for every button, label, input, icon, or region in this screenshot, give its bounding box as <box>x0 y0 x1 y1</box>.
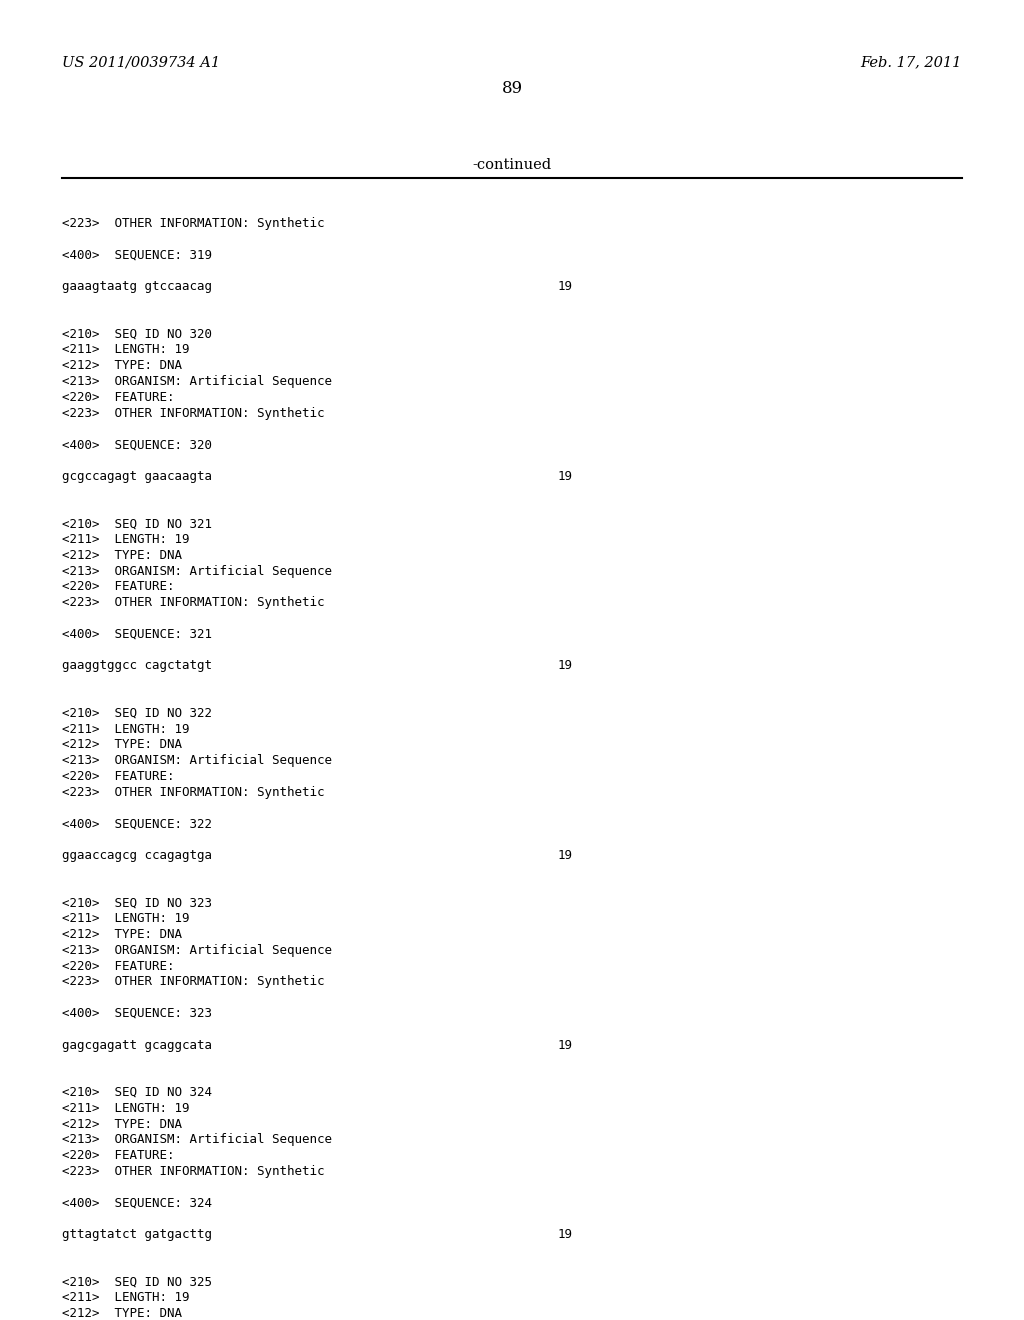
Text: <220>  FEATURE:: <220> FEATURE: <box>62 960 174 973</box>
Text: <213>  ORGANISM: Artificial Sequence: <213> ORGANISM: Artificial Sequence <box>62 375 332 388</box>
Text: <211>  LENGTH: 19: <211> LENGTH: 19 <box>62 343 189 356</box>
Text: <223>  OTHER INFORMATION: Synthetic: <223> OTHER INFORMATION: Synthetic <box>62 785 325 799</box>
Text: <400>  SEQUENCE: 323: <400> SEQUENCE: 323 <box>62 1007 212 1020</box>
Text: 89: 89 <box>502 81 522 96</box>
Text: 19: 19 <box>558 280 573 293</box>
Text: <220>  FEATURE:: <220> FEATURE: <box>62 391 174 404</box>
Text: <211>  LENGTH: 19: <211> LENGTH: 19 <box>62 533 189 546</box>
Text: <220>  FEATURE:: <220> FEATURE: <box>62 770 174 783</box>
Text: -continued: -continued <box>472 158 552 172</box>
Text: <223>  OTHER INFORMATION: Synthetic: <223> OTHER INFORMATION: Synthetic <box>62 216 325 230</box>
Text: gaaggtggcc cagctatgt: gaaggtggcc cagctatgt <box>62 660 212 672</box>
Text: <213>  ORGANISM: Artificial Sequence: <213> ORGANISM: Artificial Sequence <box>62 754 332 767</box>
Text: 19: 19 <box>558 1039 573 1052</box>
Text: <213>  ORGANISM: Artificial Sequence: <213> ORGANISM: Artificial Sequence <box>62 1134 332 1146</box>
Text: <210>  SEQ ID NO 320: <210> SEQ ID NO 320 <box>62 327 212 341</box>
Text: <213>  ORGANISM: Artificial Sequence: <213> ORGANISM: Artificial Sequence <box>62 944 332 957</box>
Text: <400>  SEQUENCE: 321: <400> SEQUENCE: 321 <box>62 628 212 640</box>
Text: <211>  LENGTH: 19: <211> LENGTH: 19 <box>62 912 189 925</box>
Text: <211>  LENGTH: 19: <211> LENGTH: 19 <box>62 1291 189 1304</box>
Text: 19: 19 <box>558 1228 573 1241</box>
Text: <220>  FEATURE:: <220> FEATURE: <box>62 581 174 594</box>
Text: gagcgagatt gcaggcata: gagcgagatt gcaggcata <box>62 1039 212 1052</box>
Text: 19: 19 <box>558 470 573 483</box>
Text: <212>  TYPE: DNA: <212> TYPE: DNA <box>62 928 182 941</box>
Text: 19: 19 <box>558 660 573 672</box>
Text: ggaaccagcg ccagagtga: ggaaccagcg ccagagtga <box>62 849 212 862</box>
Text: <220>  FEATURE:: <220> FEATURE: <box>62 1150 174 1162</box>
Text: <211>  LENGTH: 19: <211> LENGTH: 19 <box>62 722 189 735</box>
Text: gaaagtaatg gtccaacag: gaaagtaatg gtccaacag <box>62 280 212 293</box>
Text: <400>  SEQUENCE: 322: <400> SEQUENCE: 322 <box>62 817 212 830</box>
Text: <211>  LENGTH: 19: <211> LENGTH: 19 <box>62 1102 189 1115</box>
Text: <223>  OTHER INFORMATION: Synthetic: <223> OTHER INFORMATION: Synthetic <box>62 975 325 989</box>
Text: <223>  OTHER INFORMATION: Synthetic: <223> OTHER INFORMATION: Synthetic <box>62 1166 325 1177</box>
Text: <400>  SEQUENCE: 324: <400> SEQUENCE: 324 <box>62 1197 212 1209</box>
Text: <212>  TYPE: DNA: <212> TYPE: DNA <box>62 738 182 751</box>
Text: <212>  TYPE: DNA: <212> TYPE: DNA <box>62 549 182 562</box>
Text: <210>  SEQ ID NO 323: <210> SEQ ID NO 323 <box>62 896 212 909</box>
Text: Feb. 17, 2011: Feb. 17, 2011 <box>860 55 962 69</box>
Text: <223>  OTHER INFORMATION: Synthetic: <223> OTHER INFORMATION: Synthetic <box>62 407 325 420</box>
Text: <213>  ORGANISM: Artificial Sequence: <213> ORGANISM: Artificial Sequence <box>62 565 332 578</box>
Text: <223>  OTHER INFORMATION: Synthetic: <223> OTHER INFORMATION: Synthetic <box>62 597 325 610</box>
Text: <212>  TYPE: DNA: <212> TYPE: DNA <box>62 1307 182 1320</box>
Text: <210>  SEQ ID NO 325: <210> SEQ ID NO 325 <box>62 1275 212 1288</box>
Text: <400>  SEQUENCE: 319: <400> SEQUENCE: 319 <box>62 248 212 261</box>
Text: US 2011/0039734 A1: US 2011/0039734 A1 <box>62 55 220 69</box>
Text: <400>  SEQUENCE: 320: <400> SEQUENCE: 320 <box>62 438 212 451</box>
Text: <210>  SEQ ID NO 324: <210> SEQ ID NO 324 <box>62 1086 212 1100</box>
Text: 19: 19 <box>558 849 573 862</box>
Text: gcgccagagt gaacaagta: gcgccagagt gaacaagta <box>62 470 212 483</box>
Text: <210>  SEQ ID NO 322: <210> SEQ ID NO 322 <box>62 706 212 719</box>
Text: gttagtatct gatgacttg: gttagtatct gatgacttg <box>62 1228 212 1241</box>
Text: <212>  TYPE: DNA: <212> TYPE: DNA <box>62 359 182 372</box>
Text: <210>  SEQ ID NO 321: <210> SEQ ID NO 321 <box>62 517 212 531</box>
Text: <212>  TYPE: DNA: <212> TYPE: DNA <box>62 1118 182 1131</box>
